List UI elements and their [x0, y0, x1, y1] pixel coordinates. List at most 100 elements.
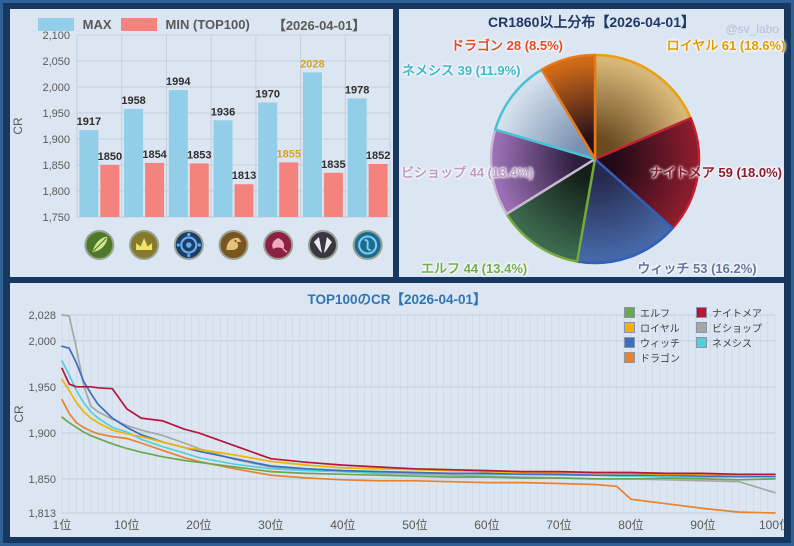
line-x-tick: 50位	[402, 517, 427, 532]
legend-label-dragon: ドラゴン	[640, 353, 680, 365]
line-y-tick: 2,028	[28, 310, 56, 322]
line-x-tick: 80位	[618, 517, 643, 532]
line-x-tick: 70位	[546, 517, 571, 532]
line-y-tick: 1,850	[28, 474, 56, 486]
legend-label-elf: エルフ	[640, 308, 670, 320]
legend-label-royal: ロイヤル	[640, 323, 680, 335]
max-bar	[79, 130, 99, 217]
max-bar	[347, 98, 367, 217]
bar-y-tick: 2,050	[42, 56, 70, 68]
pie-slice-label-ドラゴン: ドラゴン 28 (8.5%)	[451, 38, 563, 53]
line-x-tick: 60位	[474, 517, 499, 532]
line-x-tick: 100位	[759, 517, 784, 532]
pie-slice-ナイトメア	[593, 117, 701, 230]
min-bar	[145, 162, 165, 217]
min-bar	[100, 165, 120, 217]
line-chart-legend: エルフ ロイヤル ウィッチ ドラゴン ナイトメア ビショップ ネメシス	[624, 305, 762, 365]
legend-swatch-nemesis	[696, 336, 707, 348]
line-x-tick: 20位	[186, 517, 211, 532]
min-bar-value: 1853	[187, 149, 211, 161]
legend-swatch-elf	[624, 306, 635, 318]
line-y-tick: 2,000	[28, 336, 56, 348]
min-bar	[368, 163, 388, 217]
legend-item-nightmare: ナイトメア	[696, 305, 762, 320]
legend-item-dragon: ドラゴン	[624, 350, 680, 365]
bar-chart: 1,750 1,800 1,850 1,900 1,950 2,000 2,050 2,100…	[11, 30, 391, 260]
pie-slice-ビショップ	[489, 128, 597, 216]
max-bar-value: 1970	[255, 89, 279, 101]
max-bar	[168, 90, 188, 217]
line-y-tick: 1,813	[28, 508, 56, 520]
min-bar	[279, 162, 299, 217]
line-series-dragon	[61, 398, 776, 514]
max-bar	[302, 72, 322, 217]
legend-swatch-witch	[624, 336, 635, 348]
min-bar-value: 1835	[321, 159, 345, 171]
pie-slice-label-エルフ: エルフ 44 (13.4%)	[421, 261, 528, 276]
line-y-tick: 1,900	[28, 428, 56, 440]
witch-class-icon	[173, 230, 204, 260]
bar-chart-legend: MAX MIN (TOP100) 【2026-04-01】	[10, 15, 393, 34]
max-bar-value: 1958	[121, 95, 145, 107]
max-bar-value: 1978	[345, 84, 369, 96]
bishop-class-icon	[307, 230, 338, 260]
min-bar	[323, 172, 343, 217]
royal-class-icon	[129, 230, 160, 260]
line-series-elf	[61, 416, 776, 481]
min-bar-value: 1855	[276, 148, 300, 160]
pie-slice-label-ロイヤル: ロイヤル 61 (18.6%)	[666, 38, 786, 53]
pie-slice-エルフ	[505, 157, 597, 263]
max-bar-value: 1936	[211, 106, 235, 118]
min-bar	[234, 184, 254, 217]
max-bar-value: 2028	[300, 58, 324, 70]
panel-pie-chart: CR1860以上分布【2026-04-01】 @sv_labo ロイヤル 61 …	[399, 9, 786, 277]
line-x-tick: 90位	[690, 517, 715, 532]
pie-slice-ドラゴン	[540, 53, 597, 161]
bar-y-tick: 2,100	[42, 30, 70, 42]
pie-slice-ロイヤル	[593, 53, 692, 161]
min-bar-value: 1850	[98, 151, 122, 163]
line-y-tick: 1,950	[28, 382, 56, 394]
line-x-tick: 1位	[53, 517, 72, 532]
pie-slice-label-ナイトメア: ナイトメア 59 (18.0%)	[649, 165, 782, 180]
max-legend-label: MAX	[82, 17, 112, 32]
line-series-witch	[61, 345, 776, 478]
bar-y-tick: 2,000	[42, 82, 70, 94]
min-bar-value: 1813	[232, 170, 256, 182]
panel-line-chart: TOP100のCR【2026-04-01】 エルフ ロイヤル ウィッチ ドラゴン ナイト…	[10, 283, 784, 537]
min-bar-value: 1852	[366, 150, 390, 162]
legend-item-royal: ロイヤル	[624, 320, 680, 335]
line-x-tick: 10位	[114, 517, 139, 532]
line-series-royal	[61, 378, 776, 477]
max-bar	[258, 102, 278, 217]
line-chart: 1,813 1,850 1,900 1,950 2,000 2,028 1位 10位 20位 30…	[12, 310, 784, 532]
min-legend-label: MIN (TOP100)	[165, 17, 250, 32]
watermark: @sv_labo	[725, 22, 779, 36]
legend-label-witch: ウィッチ	[640, 338, 680, 350]
nemesis-class-icon	[352, 230, 383, 260]
legend-label-bishop: ビショップ	[712, 323, 762, 335]
pie-slice-label-ウィッチ: ウィッチ 53 (16.2%)	[637, 261, 757, 276]
max-legend-swatch	[37, 18, 74, 31]
pie-slice-label-ネメシス: ネメシス 39 (11.9%)	[402, 63, 521, 78]
max-bar	[124, 108, 144, 217]
elf-class-icon	[84, 230, 115, 260]
bar-y-tick: 1,750	[42, 212, 70, 224]
line-series-nemesis	[61, 360, 776, 478]
max-bar	[213, 120, 233, 217]
min-bar-value: 1854	[142, 149, 167, 161]
line-series-nightmare	[61, 367, 776, 476]
legend-item-witch: ウィッチ	[624, 335, 680, 350]
pie-slice-label-ビショップ: ビショップ 44 (13.4%)	[401, 165, 534, 180]
bar-chart-date-label: 【2026-04-01】	[272, 18, 366, 33]
panel-bar-chart: MAX MIN (TOP100) 【2026-04-01】 1,750 1,800…	[10, 9, 393, 277]
legend-item-bishop: ビショップ	[696, 320, 762, 335]
pie-slice-ネメシス	[494, 68, 597, 161]
bar-y-tick: 1,950	[42, 108, 70, 120]
max-bar-value: 1994	[166, 76, 191, 88]
bar-y-tick: 1,900	[42, 134, 70, 146]
bar-y-tick: 1,800	[42, 186, 70, 198]
pie-slice-ウィッチ	[575, 157, 674, 265]
max-bar-value: 1917	[77, 116, 101, 128]
